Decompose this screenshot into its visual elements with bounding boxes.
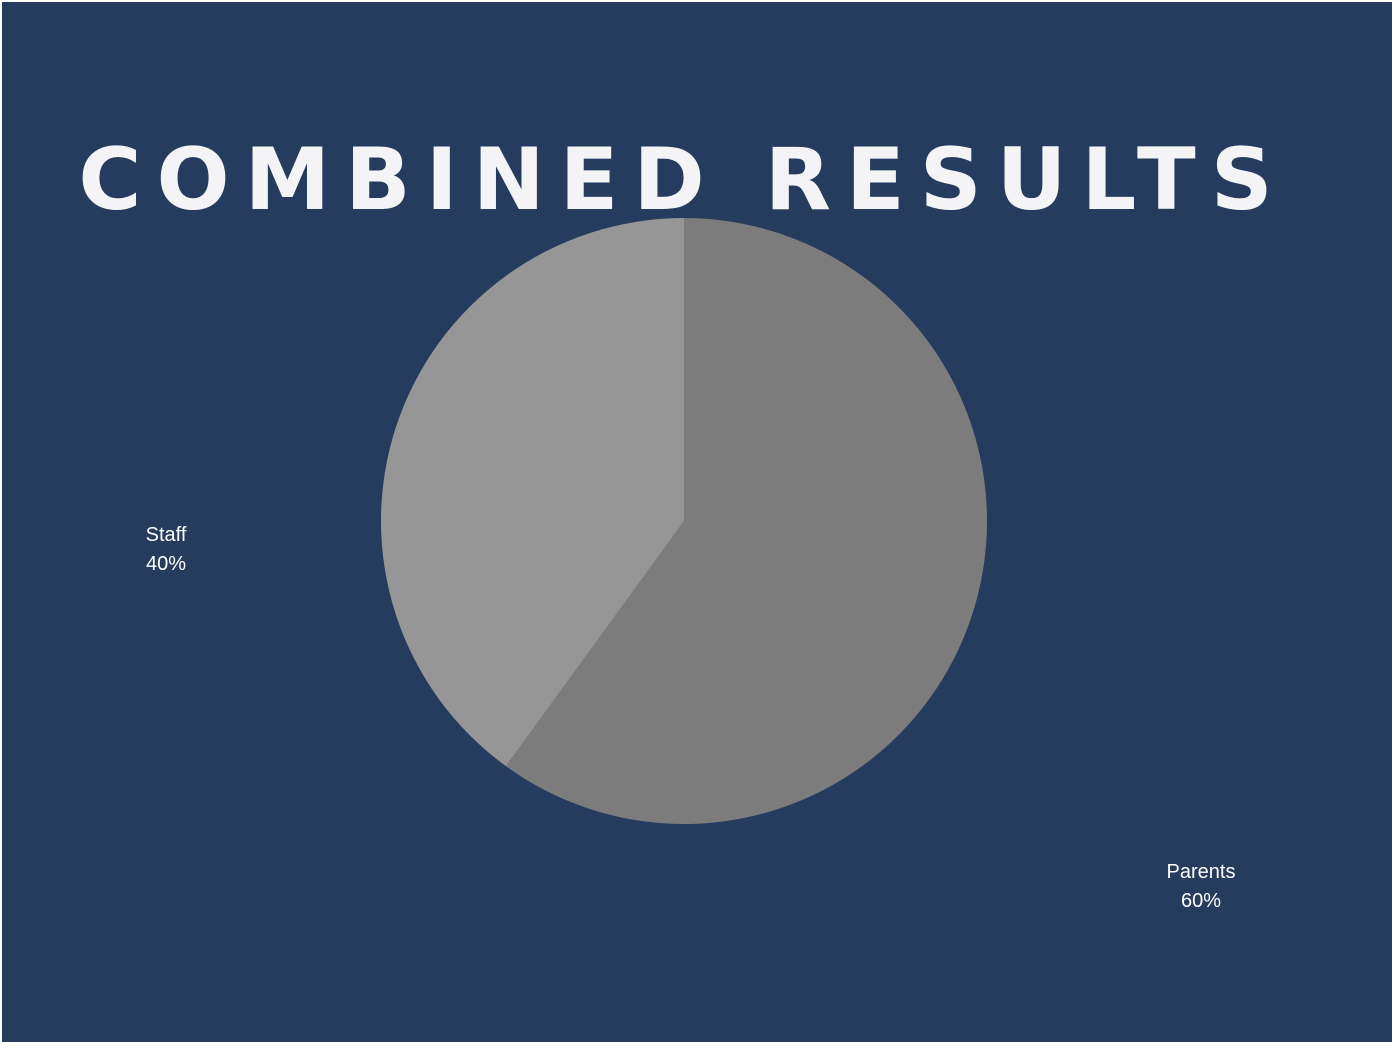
slice-label-parents-name: Parents bbox=[1166, 861, 1236, 883]
pie-slice-staff bbox=[381, 218, 684, 767]
slice-label-staff-name: Staff bbox=[145, 524, 187, 546]
slice-label-parents: Parents 60% bbox=[1158, 858, 1244, 916]
slice-label-staff-value: 40% bbox=[145, 553, 187, 575]
slice-label-staff: Staff 40% bbox=[134, 521, 198, 579]
pie-slice-parents bbox=[505, 218, 988, 824]
chart-title: COMBINED RESULTS bbox=[78, 130, 1288, 230]
slice-label-parents-value: 60% bbox=[1180, 890, 1222, 912]
